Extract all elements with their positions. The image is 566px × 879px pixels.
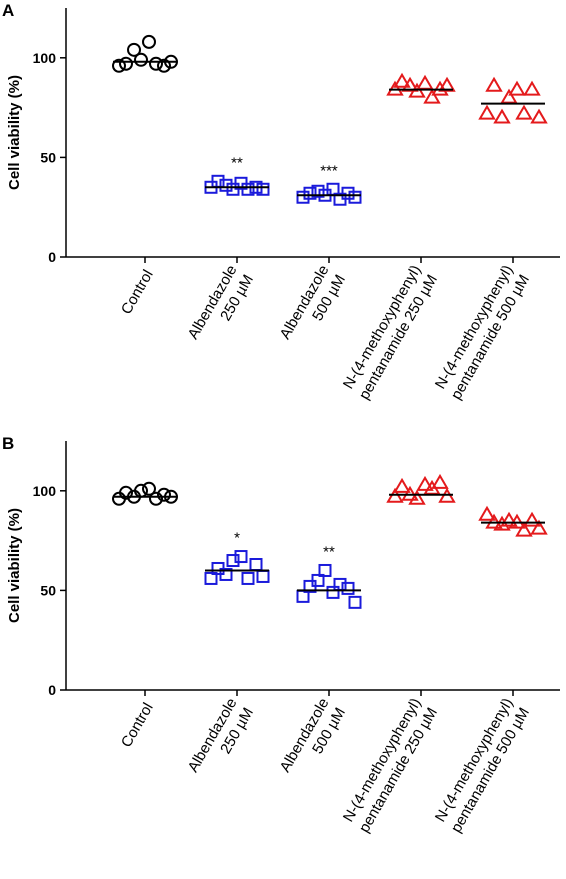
- y-axis-label: Cell viability (%): [6, 75, 23, 190]
- data-point: [530, 108, 548, 124]
- data-point: [134, 52, 148, 67]
- data-point: [234, 550, 248, 564]
- y-tick-label: 50: [40, 582, 56, 598]
- panel-label: B: [2, 434, 14, 453]
- x-tick-label-group: N-(4-methoxyphenyl)pentanamide 500 µM: [432, 262, 533, 402]
- data-point: [303, 186, 317, 200]
- data-point: [318, 563, 332, 577]
- data-point: [333, 577, 347, 591]
- data-point: [530, 519, 548, 535]
- data-point: [515, 104, 533, 120]
- data-point: [204, 571, 218, 585]
- y-axis-label: Cell viability (%): [6, 508, 23, 623]
- data-point: [431, 473, 449, 489]
- data-point: [119, 56, 133, 71]
- data-point: [523, 80, 541, 96]
- data-point: [142, 481, 156, 496]
- data-point: [341, 186, 355, 200]
- data-point: [249, 558, 263, 572]
- data-point: [348, 595, 362, 609]
- y-tick-label: 100: [33, 50, 57, 66]
- data-point: [296, 190, 310, 204]
- data-point: [219, 567, 233, 581]
- data-point: [523, 511, 541, 527]
- data-point: [127, 42, 141, 57]
- data-point: [401, 76, 419, 92]
- significance-label: *: [234, 530, 240, 547]
- data-point: [311, 184, 325, 198]
- data-point: [416, 475, 434, 491]
- data-point: [416, 74, 434, 90]
- y-tick-label: 0: [48, 249, 56, 265]
- data-point: [149, 491, 163, 506]
- data-point: [119, 485, 133, 500]
- data-point: [256, 569, 270, 583]
- y-tick-label: 50: [40, 149, 56, 165]
- x-tick-label: Control: [118, 700, 157, 750]
- data-point: [478, 505, 496, 521]
- y-tick-label: 0: [48, 682, 56, 698]
- data-point: [256, 182, 270, 196]
- data-point: [112, 58, 126, 73]
- data-point: [157, 58, 171, 73]
- significance-label: **: [231, 154, 243, 171]
- data-point: [348, 190, 362, 204]
- data-point: [241, 571, 255, 585]
- data-point: [149, 56, 163, 71]
- data-point: [500, 511, 518, 527]
- data-point: [438, 76, 456, 92]
- data-point: [478, 104, 496, 120]
- data-point: [493, 108, 511, 124]
- data-point: [226, 554, 240, 568]
- data-point: [157, 487, 171, 502]
- x-tick-label: Control: [118, 267, 157, 317]
- data-point: [393, 72, 411, 88]
- x-tick-label-group: N-(4-methoxyphenyl)pentanamide 250 µM: [340, 695, 441, 835]
- data-point: [485, 76, 503, 92]
- x-tick-label-group: N-(4-methoxyphenyl)pentanamide 500 µM: [432, 695, 533, 835]
- y-tick-label: 100: [33, 483, 57, 499]
- x-tick-label-group: Control: [118, 700, 157, 750]
- significance-label: **: [323, 543, 335, 560]
- data-point: [142, 34, 156, 49]
- x-tick-label-group: N-(4-methoxyphenyl)pentanamide 250 µM: [340, 262, 441, 402]
- significance-label: ***: [320, 162, 338, 179]
- data-point: [311, 573, 325, 587]
- data-point: [341, 581, 355, 595]
- data-point: [408, 489, 426, 505]
- data-point: [241, 182, 255, 196]
- x-tick-label-group: Control: [118, 267, 157, 317]
- data-point: [508, 80, 526, 96]
- panel-label: A: [2, 1, 14, 20]
- data-point: [500, 88, 518, 104]
- data-point: [326, 585, 340, 599]
- data-point: [423, 88, 441, 104]
- data-point: [515, 521, 533, 537]
- data-point: [219, 178, 233, 192]
- data-point: [393, 477, 411, 493]
